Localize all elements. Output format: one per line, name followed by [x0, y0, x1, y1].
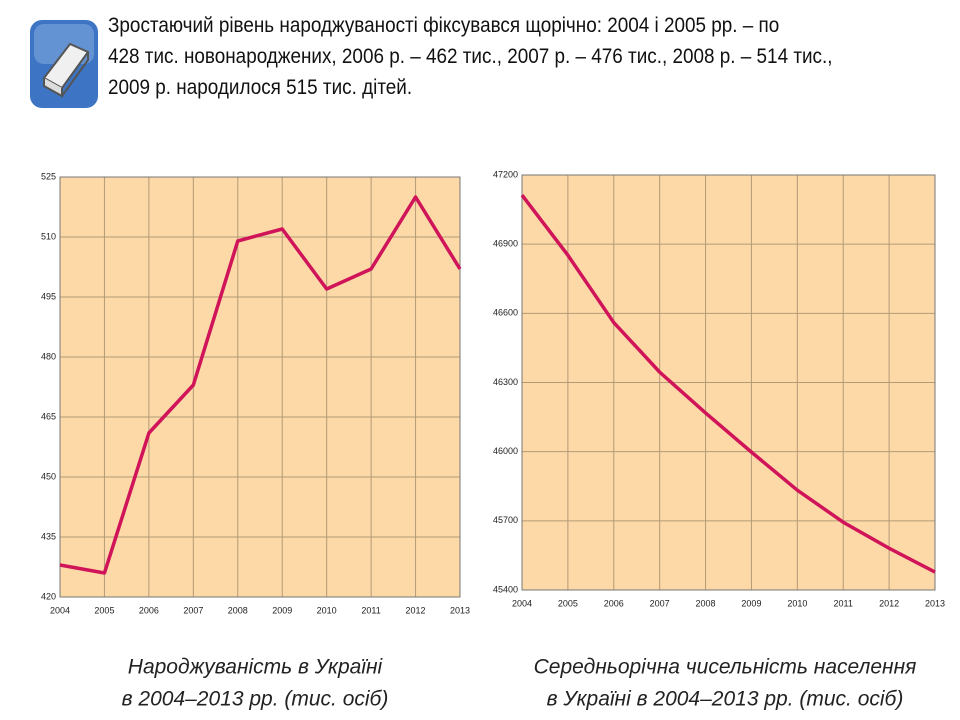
x-tick-label: 2008	[228, 605, 248, 615]
x-tick-label: 2009	[741, 598, 761, 608]
y-tick-label: 465	[41, 411, 56, 421]
data-line	[520, 193, 936, 574]
x-tick-label: 2011	[834, 598, 853, 608]
y-tick-label: 47200	[493, 169, 518, 179]
chart-caption: Середньорічна чисельність населення	[534, 656, 917, 679]
y-tick-label: 45700	[493, 515, 518, 525]
y-tick-label: 450	[41, 471, 56, 481]
x-tick-label: 2008	[696, 598, 716, 608]
y-tick-label: 46900	[493, 239, 518, 249]
y-tick-label: 46000	[493, 446, 518, 456]
x-tick-label: 2010	[787, 598, 807, 608]
x-tick-label: 2012	[406, 605, 426, 615]
x-tick-label: 2009	[272, 605, 292, 615]
y-tick-label: 45400	[493, 584, 518, 594]
x-tick-label: 2005	[558, 598, 578, 608]
paragraph: Зростаючий рівень народжуваності фіксува…	[108, 10, 864, 103]
y-tick-label: 435	[41, 531, 56, 541]
x-tick-label: 2005	[94, 605, 114, 615]
plot-area	[60, 177, 460, 597]
y-tick-label: 525	[41, 171, 56, 181]
x-tick-label: 2013	[450, 605, 470, 615]
y-tick-label: 46600	[493, 308, 518, 318]
plot-border	[521, 174, 936, 591]
x-tick-label: 2004	[50, 605, 70, 615]
x-tick-label: 2004	[512, 598, 532, 608]
x-tick-label: 2012	[879, 598, 899, 608]
y-tick-label: 46300	[493, 377, 518, 387]
x-tick-label: 2007	[650, 598, 670, 608]
x-tick-label: 2006	[139, 605, 159, 615]
y-tick-label: 510	[41, 231, 56, 241]
chart-caption: в Україні в 2004–2013 рр. (тис. осіб)	[547, 688, 904, 711]
y-tick-label: 480	[41, 351, 56, 361]
paragraph-line: Зростаючий рівень народжуваності фіксува…	[108, 14, 780, 37]
book-icon	[30, 20, 98, 108]
x-tick-label: 2010	[317, 605, 337, 615]
x-tick-label: 2013	[925, 598, 945, 608]
chart-caption: в 2004–2013 рр. (тис. осіб)	[122, 688, 389, 711]
paragraph-line: 2009 р. народилося 515 тис. дітей.	[108, 76, 413, 99]
x-tick-label: 2011	[361, 605, 380, 615]
chart-caption: Народжуваність в Україні	[128, 656, 384, 679]
paragraph-line: 428 тис. новонароджених, 2006 р. – 462 т…	[108, 45, 833, 68]
x-tick-label: 2007	[183, 605, 203, 615]
y-tick-label: 420	[41, 591, 56, 601]
data-line	[59, 195, 462, 575]
plot-border	[59, 176, 461, 598]
y-tick-label: 495	[41, 291, 56, 301]
x-tick-label: 2006	[604, 598, 624, 608]
